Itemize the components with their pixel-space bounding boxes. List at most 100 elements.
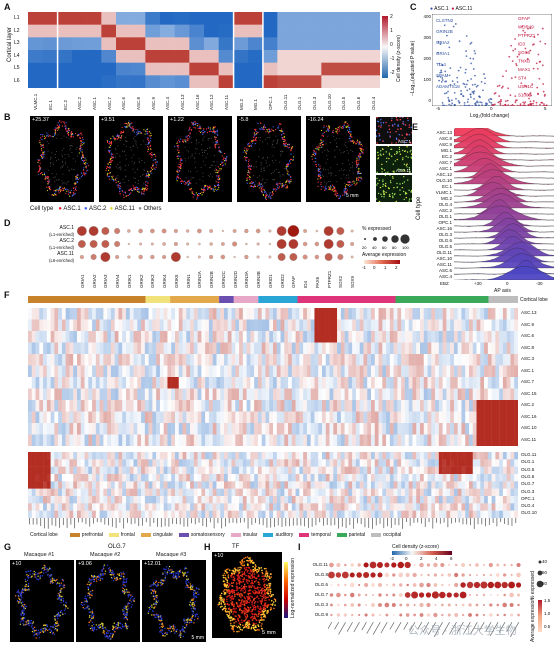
data-point <box>544 43 546 45</box>
cell-dot <box>191 122 192 123</box>
cell-dot <box>111 154 112 155</box>
heatmap-cell <box>209 331 213 343</box>
heatmap-cell <box>296 389 300 401</box>
cell-dot <box>353 142 354 143</box>
cell-dot <box>277 187 278 188</box>
cell-dot <box>204 187 205 188</box>
cell-dot <box>79 137 80 138</box>
cell-dot <box>189 127 190 128</box>
heatmap-cell <box>273 366 277 378</box>
cell-dot <box>380 119 381 120</box>
cell-dot <box>130 127 131 128</box>
heatmap-cell <box>510 377 514 389</box>
cell-dot <box>390 182 391 183</box>
heatmap-cell <box>390 423 394 435</box>
heatmap-cell <box>36 423 40 435</box>
heatmap-cell <box>397 435 401 447</box>
plot-frame <box>432 14 552 106</box>
data-point <box>449 100 451 102</box>
cell-dot <box>284 168 285 169</box>
cell-dot <box>58 179 59 180</box>
cell-dot <box>260 183 261 184</box>
heatmap-cell <box>477 354 481 366</box>
heatmap-cell <box>367 423 371 435</box>
heatmap-cell <box>62 412 66 424</box>
heatmap-cell <box>219 25 234 38</box>
heatmap-cell <box>473 435 477 447</box>
heatmap-cell <box>420 354 424 366</box>
data-point <box>464 102 466 104</box>
heatmap-cell <box>351 12 366 25</box>
expression-dot <box>91 254 97 260</box>
gene-label: WDR49 <box>518 25 534 30</box>
cell-dot <box>287 180 288 181</box>
heatmap-cell <box>299 459 303 467</box>
heatmap-cell <box>101 50 116 63</box>
cell-dot <box>392 193 393 194</box>
heatmap-cell <box>126 320 130 332</box>
cell-dot <box>274 170 275 171</box>
cell-dot <box>216 133 217 134</box>
cell-dot <box>346 147 347 148</box>
cell-dot <box>265 127 266 128</box>
cell-dot <box>181 183 182 184</box>
cell-dot <box>149 131 150 132</box>
heatmap-cell <box>100 412 104 424</box>
heatmap-cell <box>435 343 439 355</box>
heatmap-cell <box>103 331 107 343</box>
cell-dot <box>341 178 342 179</box>
cell-dot <box>383 193 384 194</box>
heatmap-cell <box>85 366 89 378</box>
heatmap-cell <box>100 366 104 378</box>
heatmap-cell <box>284 423 288 435</box>
cell-dot <box>246 150 247 151</box>
heatmap-cell <box>216 308 220 320</box>
heatmap-cell <box>379 467 383 475</box>
heatmap-cell <box>303 435 307 447</box>
cell-dot <box>211 165 212 166</box>
cell-dot <box>61 155 62 156</box>
heatmap-cell <box>507 389 511 401</box>
cell-dot <box>251 141 252 142</box>
heatmap-cell <box>446 452 450 460</box>
cell-dot <box>321 189 322 190</box>
heatmap-cell <box>145 452 149 460</box>
cell-dot <box>185 158 186 159</box>
cell-dot <box>329 127 330 128</box>
cell-dot <box>71 152 72 153</box>
heatmap-cell <box>254 320 258 332</box>
cell-dot <box>340 196 341 197</box>
heatmap-cell <box>228 474 232 482</box>
heatmap-cell <box>360 389 364 401</box>
cell-dot <box>201 188 202 189</box>
cell-dot <box>209 167 210 168</box>
cell-dot <box>68 194 69 195</box>
heatmap-cell <box>510 400 514 412</box>
cell-dot <box>337 131 338 132</box>
heatmap-cell <box>292 354 296 366</box>
heatmap-cell <box>66 331 70 343</box>
cell-dot <box>53 195 54 196</box>
cell-dot <box>62 150 63 151</box>
cell-dot <box>54 135 55 136</box>
cell-dot <box>259 175 260 176</box>
heatmap-cell <box>186 412 190 424</box>
cell-dot <box>286 187 287 188</box>
heatmap-cell <box>363 474 367 482</box>
heatmap-cell <box>484 467 488 475</box>
heatmap-cell <box>473 320 477 332</box>
heatmap-cell <box>220 474 224 482</box>
cell-dot <box>109 167 110 168</box>
cell-dot <box>314 155 315 156</box>
heatmap-cell <box>379 423 383 435</box>
heatmap-cell <box>126 459 130 467</box>
heatmap-cell <box>510 320 514 332</box>
heatmap-cell <box>216 389 220 401</box>
heatmap-cell <box>228 377 232 389</box>
cell-dot <box>193 177 194 178</box>
heatmap-cell <box>348 452 352 460</box>
cell-dot <box>54 133 55 134</box>
cell-dot <box>273 162 274 163</box>
cell-dot <box>355 185 356 186</box>
